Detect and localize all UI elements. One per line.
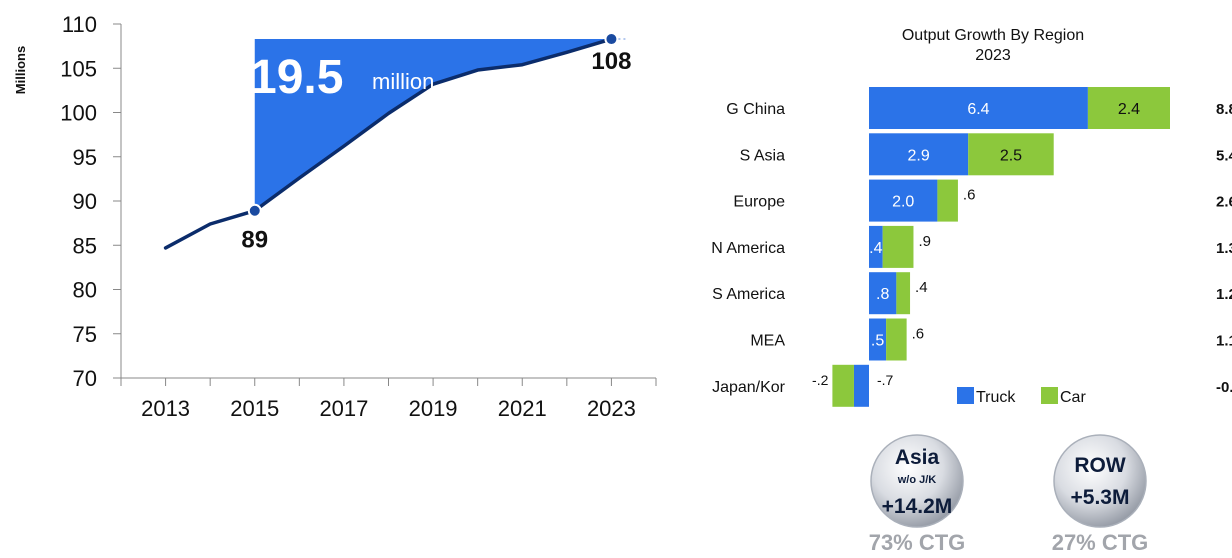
category-label: MEA	[750, 333, 785, 350]
bar-total-label: 5.4	[1216, 147, 1232, 164]
bar-truck	[869, 179, 938, 222]
bar-label-truck: 6.4	[967, 101, 989, 118]
bar-car	[882, 225, 914, 268]
callout-asia-sub: w/o J/K	[897, 474, 937, 486]
bar-car	[968, 133, 1054, 176]
bar-car	[1087, 87, 1170, 129]
category-label: G China	[726, 101, 785, 118]
category-label: N America	[711, 240, 785, 257]
bar-truck	[869, 225, 883, 268]
line-series	[163, 37, 614, 250]
bar-total-label: 8.8	[1216, 101, 1232, 118]
callout-asia-value: +14.2M	[882, 495, 953, 518]
y-tick-label: 85	[73, 233, 97, 258]
y-tick-label: 75	[73, 322, 97, 347]
bar-label-truck: .8	[876, 286, 889, 303]
line-series-path	[163, 37, 614, 250]
bar-chart: Output Growth By Region 2023 G China 6.4 2…	[711, 27, 1232, 407]
callout-asia: Asia w/o J/K +14.2M 73% CTG	[869, 434, 966, 555]
bar-label-truck: .4	[869, 240, 882, 257]
globe-icon	[870, 434, 964, 528]
point-label: 108	[591, 48, 631, 75]
callout-row: ROW +5.3M 27% CTG	[1052, 434, 1149, 555]
data-point	[604, 32, 619, 47]
annotation-big: 19.5	[250, 51, 343, 104]
bar-label-truck: -.2	[812, 372, 829, 388]
x-tick-label: 2017	[319, 396, 368, 421]
bar-total-label: 1.1	[1216, 333, 1232, 350]
x-tick-label: 2013	[141, 396, 190, 421]
category-label: S Asia	[740, 147, 785, 164]
bar-car	[896, 272, 911, 315]
data-point	[247, 203, 262, 218]
x-tick-label: 2019	[409, 396, 458, 421]
bar-total-label: 1.3	[1216, 240, 1232, 257]
bar-chart-subtitle: 2023	[975, 47, 1011, 64]
y-tick-label: 80	[73, 278, 97, 303]
category-label: S America	[712, 286, 785, 303]
bar-truck	[853, 364, 869, 407]
y-tick-label: 95	[73, 145, 97, 170]
line-points: 89 108	[241, 32, 631, 254]
callout-asia-caption: 73% CTG	[869, 530, 966, 555]
bar-label-truck: 2.9	[907, 147, 929, 164]
callout-row-caption: 27% CTG	[1052, 530, 1149, 555]
y-tick-label: 105	[60, 56, 97, 81]
bar-layer: G China 6.4 2.4 8.8 S Asia 2.9 2.5 5.4 Europe 2.0…	[711, 87, 1232, 407]
bar-truck	[869, 87, 1088, 129]
x-tick-label: 2021	[498, 396, 547, 421]
bar-label-truck: .5	[871, 333, 884, 350]
bar-car	[937, 179, 958, 222]
bar-label-car: -.7	[877, 372, 894, 388]
bar-car	[886, 318, 907, 361]
line-chart: Millions 70 75 80 85 90 95 100 105 110 2013 2015 20…	[13, 12, 657, 421]
bar-truck	[869, 272, 897, 315]
bar-car	[832, 364, 854, 407]
bar-label-car: 2.4	[1118, 101, 1140, 118]
annotation-small: million	[372, 69, 434, 94]
callout-asia-title: Asia	[895, 446, 940, 469]
bar-total-label: -0.9	[1216, 379, 1232, 396]
bar-chart-title: Output Growth By Region	[902, 27, 1084, 44]
point-label: 89	[241, 227, 268, 254]
bar-label-car: .4	[915, 279, 928, 296]
legend: Truck Car	[957, 387, 1086, 406]
bar-total-label: 1.2	[1216, 286, 1232, 303]
callout-row-value: +5.3M	[1071, 486, 1130, 509]
legend-swatch-car	[1041, 387, 1058, 404]
bar-total-label: 2.6	[1216, 194, 1232, 211]
line-axes: 70 75 80 85 90 95 100 105 110 2013 2015 2017 2019 202…	[60, 12, 657, 421]
legend-label-car: Car	[1060, 389, 1086, 406]
y-tick-label: 70	[73, 366, 97, 391]
y-axis-label: Millions	[13, 46, 28, 94]
y-tick-label: 90	[73, 189, 97, 214]
legend-label-truck: Truck	[976, 389, 1016, 406]
bar-truck	[869, 133, 969, 176]
bar-truck	[869, 318, 887, 361]
x-tick-label: 2015	[230, 396, 279, 421]
category-label: Europe	[733, 194, 785, 211]
bar-label-truck: 2.0	[892, 194, 914, 211]
bar-label-car: .9	[918, 233, 931, 250]
category-label: Japan/Kor	[712, 379, 786, 396]
bar-label-car: .6	[912, 326, 925, 343]
bar-label-car: .6	[963, 187, 976, 204]
y-tick-label: 100	[60, 101, 97, 126]
legend-swatch-truck	[957, 387, 974, 404]
globe-icon	[1053, 434, 1147, 528]
x-tick-label: 2023	[587, 396, 636, 421]
y-tick-label: 110	[62, 12, 97, 37]
callout-row-title: ROW	[1074, 454, 1126, 477]
bar-label-car: 2.5	[1000, 147, 1022, 164]
growth-area-fill	[254, 39, 612, 211]
